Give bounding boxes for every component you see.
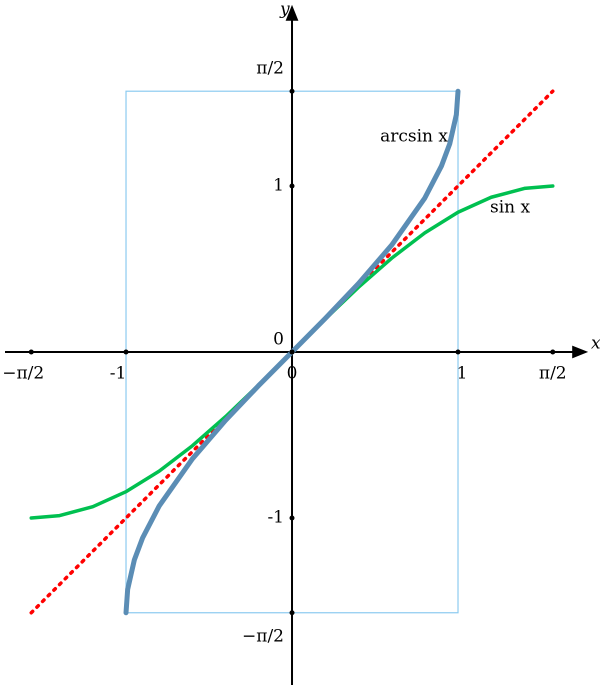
x-tick (123, 349, 129, 355)
y-tick (289, 349, 295, 355)
y-tick (289, 515, 295, 521)
y-tick (289, 88, 295, 94)
y-tick-label: 1 (273, 175, 284, 195)
series-label: sin x (490, 198, 531, 218)
y-tick (289, 610, 295, 616)
y-tick-label: π/2 (256, 59, 284, 79)
y-tick-label: 0 (273, 329, 284, 349)
x-tick-label: -1 (110, 363, 127, 383)
x-tick-label: −π/2 (2, 363, 44, 383)
y-tick-label: -1 (267, 507, 284, 527)
x-tick-label: π/2 (539, 363, 567, 383)
series-label: arcsin x (380, 127, 448, 147)
x-tick-label: 0 (287, 363, 298, 383)
x-tick (455, 349, 461, 355)
x-tick (28, 349, 34, 355)
x-axis-label: x (591, 333, 600, 353)
y-tick-label: −π/2 (242, 626, 284, 646)
y-tick (289, 183, 295, 189)
x-tick-label: 1 (457, 363, 468, 383)
x-tick (550, 349, 556, 355)
y-axis-label: y (279, 0, 290, 20)
